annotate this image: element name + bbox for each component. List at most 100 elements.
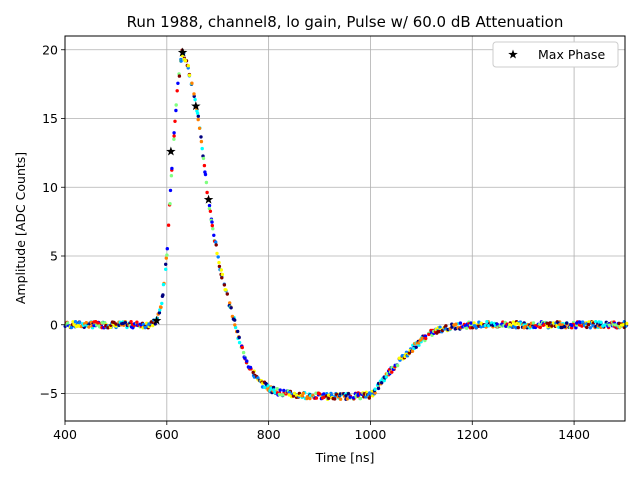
- waveform-point: [228, 301, 232, 305]
- waveform-point: [172, 137, 176, 141]
- waveform-point: [483, 323, 488, 328]
- waveform-point: [420, 336, 424, 341]
- waveform-point: [190, 81, 194, 85]
- waveform-point: [193, 97, 197, 102]
- waveform-point: [236, 329, 240, 334]
- waveform-scatter-points: [63, 48, 629, 401]
- waveform-point: [243, 356, 247, 360]
- waveform-point: [594, 320, 598, 324]
- waveform-point: [210, 223, 214, 228]
- waveform-point: [287, 393, 291, 397]
- waveform-point: [175, 89, 179, 93]
- waveform-point: [308, 396, 312, 401]
- waveform-point: [314, 396, 319, 400]
- waveform-point: [172, 134, 176, 138]
- waveform-point: [469, 321, 473, 325]
- waveform-point: [382, 378, 386, 383]
- waveform-point: [233, 323, 237, 327]
- x-tick-label: 400: [53, 427, 77, 442]
- waveform-point: [245, 359, 249, 363]
- waveform-point: [212, 233, 216, 237]
- waveform-point: [176, 81, 180, 86]
- waveform-point: [233, 318, 237, 322]
- waveform-point: [222, 283, 227, 287]
- waveform-point: [613, 323, 618, 327]
- waveform-point: [199, 139, 204, 144]
- waveform-point: [161, 282, 166, 287]
- waveform-point: [71, 320, 75, 324]
- waveform-point: [454, 322, 458, 326]
- waveform-point: [197, 126, 202, 130]
- waveform-point: [87, 325, 91, 329]
- max-phase-star: [166, 146, 176, 156]
- waveform-point: [327, 396, 331, 400]
- waveform-point: [390, 370, 394, 374]
- waveform-point: [508, 322, 512, 327]
- y-tick-label: 5: [50, 249, 58, 264]
- waveform-point: [166, 223, 171, 227]
- waveform-point: [205, 190, 209, 195]
- y-tick-label: −5: [40, 386, 58, 401]
- legend: Max Phase: [492, 41, 619, 68]
- waveform-point: [318, 392, 322, 396]
- waveform-point: [346, 392, 351, 396]
- waveform-point: [271, 385, 276, 390]
- waveform-point: [220, 272, 225, 277]
- waveform-point: [345, 397, 350, 401]
- waveform-point: [237, 335, 241, 340]
- waveform-point: [100, 321, 104, 325]
- waveform-point: [168, 188, 173, 193]
- waveform-point: [438, 325, 442, 329]
- waveform-point: [135, 320, 139, 324]
- waveform-point: [225, 292, 229, 296]
- waveform-point: [183, 59, 188, 63]
- y-tick-label: 10: [42, 180, 58, 195]
- waveform-point: [177, 74, 182, 78]
- waveform-point: [516, 325, 520, 330]
- waveform-point: [214, 243, 218, 247]
- waveform-point: [348, 395, 352, 399]
- waveform-point: [174, 103, 178, 107]
- waveform-point: [165, 253, 169, 257]
- waveform-point: [159, 305, 163, 309]
- max-phase-star: [203, 194, 214, 204]
- waveform-point: [164, 267, 168, 271]
- waveform-point: [161, 293, 165, 297]
- waveform-point: [301, 391, 305, 395]
- waveform-point: [240, 345, 244, 350]
- waveform-point: [603, 323, 607, 327]
- waveform-point: [219, 268, 223, 272]
- waveform-point: [487, 324, 491, 328]
- waveform-point: [322, 392, 326, 396]
- waveform-point: [214, 240, 218, 244]
- waveform-point: [545, 321, 549, 325]
- waveform-point: [208, 209, 213, 213]
- waveform-point: [300, 394, 304, 398]
- waveform-point: [230, 314, 235, 319]
- legend-box: [492, 41, 619, 68]
- waveform-point: [196, 117, 200, 122]
- max-phase-markers: [151, 47, 214, 325]
- waveform-point: [395, 363, 400, 368]
- waveform-point: [424, 336, 428, 341]
- waveform-point: [168, 202, 172, 206]
- waveform-point: [173, 119, 177, 124]
- waveform-point: [305, 395, 310, 399]
- x-tick-label: 1200: [456, 427, 488, 442]
- waveform-point: [414, 345, 418, 349]
- waveform-point: [263, 385, 267, 389]
- waveform-point: [229, 306, 233, 310]
- waveform-point: [588, 326, 592, 330]
- y-tick-label: 0: [50, 317, 58, 332]
- waveform-point: [333, 397, 337, 401]
- waveform-point: [224, 288, 228, 292]
- waveform-point: [278, 388, 282, 392]
- waveform-point: [84, 321, 89, 325]
- waveform-point: [585, 325, 589, 330]
- waveform-point: [397, 356, 402, 360]
- waveform-point: [147, 322, 151, 326]
- y-tick-label: 20: [42, 42, 58, 57]
- waveform-point: [565, 321, 569, 325]
- waveform-point: [550, 324, 554, 328]
